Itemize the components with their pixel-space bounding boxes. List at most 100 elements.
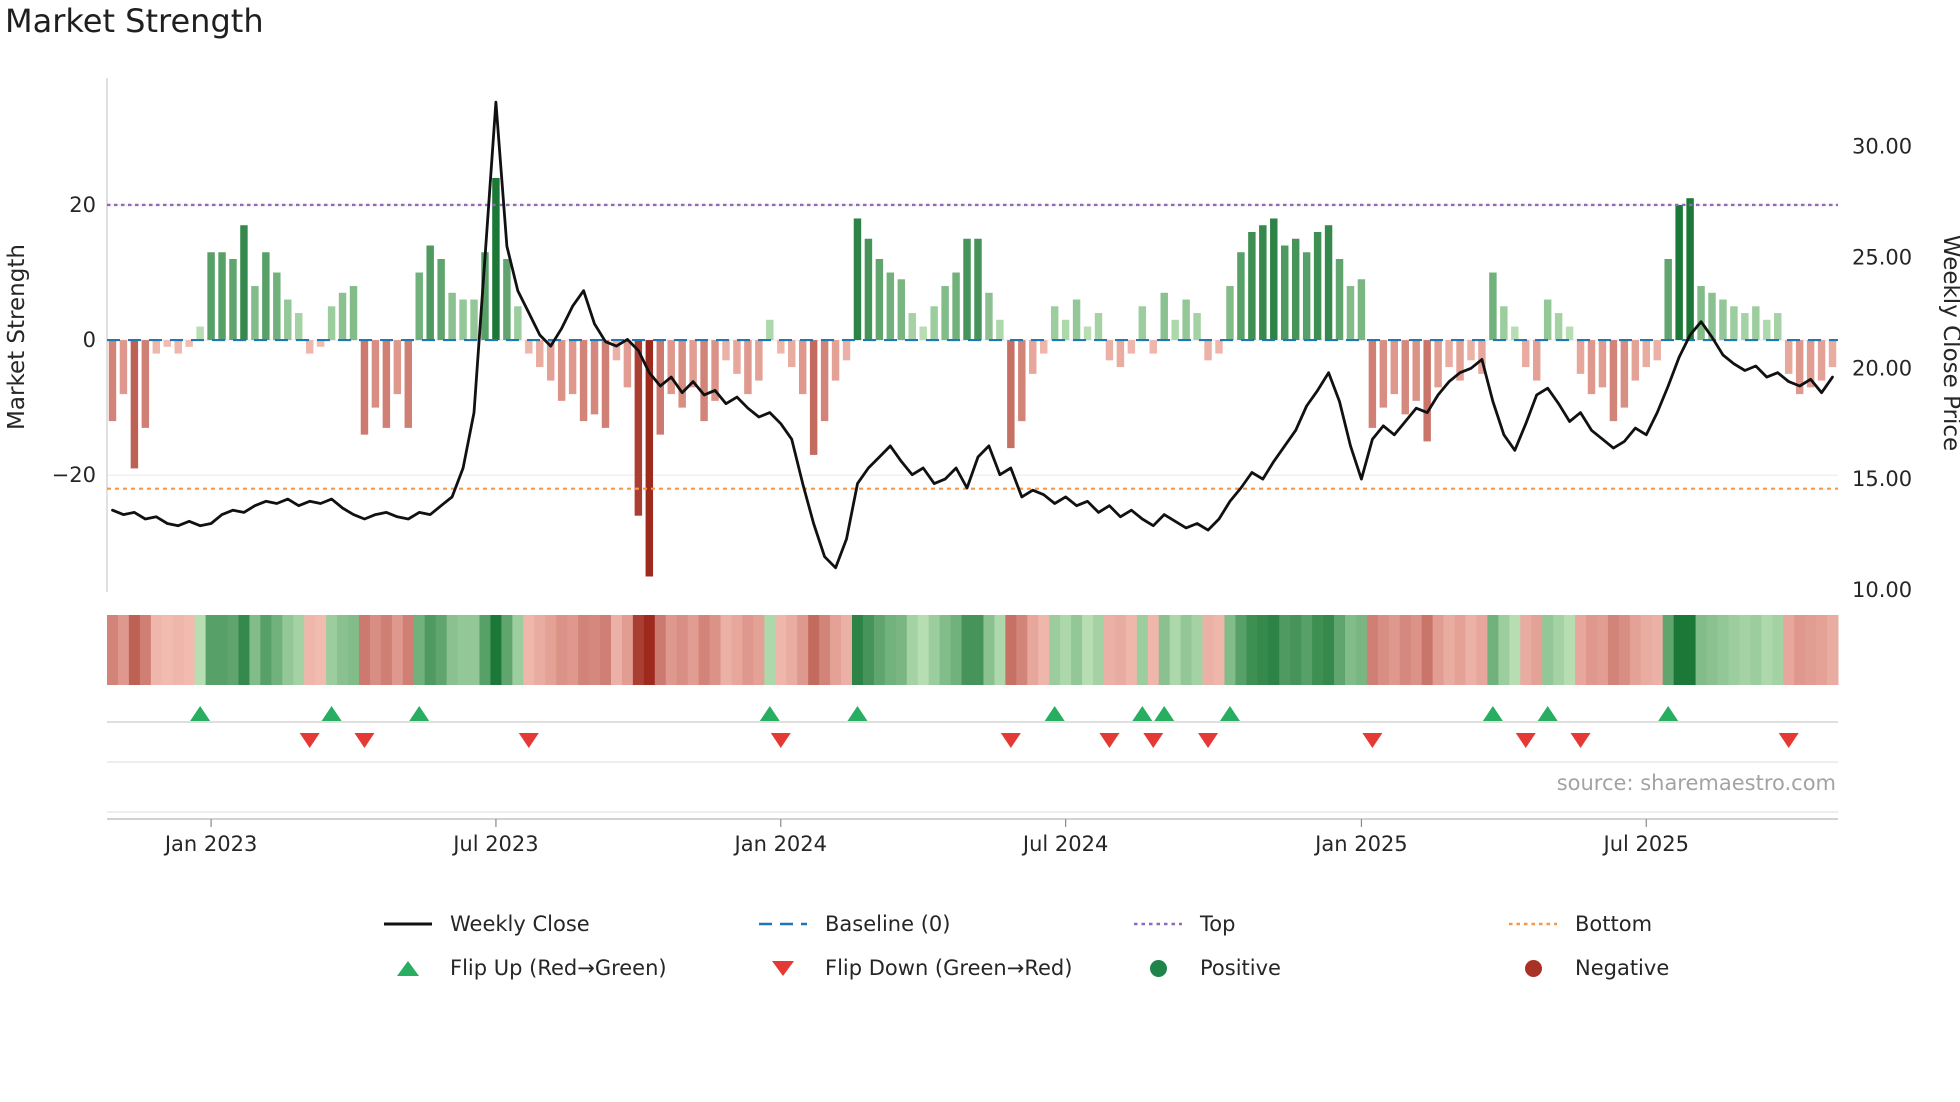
heatmap-cell [413,615,426,685]
heatmap-cell [1071,615,1083,685]
flip-down-marker [770,733,791,748]
heatmap-cell [1301,615,1313,685]
strength-bar [163,340,171,347]
strength-bar [908,313,916,341]
heatmap-cell [249,615,261,685]
strength-bar [1324,225,1333,341]
heatmap-cell [950,615,963,685]
heatmap-cell [1618,615,1631,685]
heatmap-cell [326,615,338,685]
strength-bar [1039,340,1048,354]
flip-down-marker [1143,733,1164,748]
strength-bar [1116,340,1125,368]
heatmap-cell [1279,615,1291,685]
flip-up-marker [1132,706,1153,721]
heatmap-cell [841,615,853,685]
flip-up-marker [1537,706,1558,721]
strength-bar [733,340,741,374]
baseline-dash-icon [759,922,807,926]
strength-bar [1686,198,1694,341]
strength-bar [294,313,303,341]
strength-bar [1664,259,1672,341]
heatmap-cell [1082,615,1094,685]
heatmap-cell [610,615,623,685]
strength-bar [831,340,840,381]
strength-bar [327,306,336,341]
strength-bar [141,340,150,428]
heatmap-cell [1662,615,1675,685]
heatmap-cell [884,615,897,685]
strength-bar [1029,340,1037,374]
heatmap-cell [1695,615,1708,685]
strength-bar [1335,259,1344,341]
heatmap-cell [282,615,294,685]
strength-bar [974,238,982,341]
strength-bar [1412,340,1420,401]
strength-bar [1522,340,1530,368]
strength-bar [1302,252,1311,341]
negative-dot-icon [1524,959,1542,977]
heatmap-cell [1816,615,1828,685]
strength-bar [678,340,686,408]
strength-bar [744,340,752,395]
heatmap-cell [1103,615,1116,685]
strength-bar [1127,340,1136,354]
heatmap-cell [1739,615,1751,685]
right-axis-title: Weekly Close Price [1938,235,1960,451]
heatmap-cell [1334,615,1346,685]
strength-bar [1291,238,1300,341]
strength-bar [284,299,292,341]
strength-bar [492,177,500,341]
strength-bar [612,340,621,361]
heatmap-cell [1399,615,1412,685]
heatmap-cell [1728,615,1740,685]
heatmap-cell [1366,615,1379,685]
heatmap-cell [665,615,678,685]
strength-bar [1379,340,1388,408]
heatmap-cell [1717,615,1729,685]
heatmap-cell [216,615,229,685]
strength-bar [503,259,511,341]
legend-item-flip-up: Flip Up (Red→Green) [230,956,667,980]
heatmap-cell [709,615,722,685]
heatmap-cell [1049,615,1061,685]
strength-bar [1511,326,1519,341]
strength-bar [1018,340,1026,422]
strength-bar [1313,231,1322,341]
flip-down-marker [518,733,539,748]
heatmap-cell [1542,615,1554,685]
strength-bar [240,225,248,341]
strength-bar [579,340,588,422]
strength-bar [382,340,391,428]
heatmap-cell [994,615,1006,685]
heatmap-cell [906,615,919,685]
strength-bar [1171,319,1179,341]
heatmap-cell [369,615,382,685]
strength-bar [1719,299,1727,341]
heatmap-cell [819,615,831,685]
strength-bar [875,259,884,341]
strength-bar [1784,340,1793,374]
heatmap-cell [304,615,316,685]
legend-label-bottom: Bottom [1575,912,1653,936]
x-tick-label: Jan 2025 [1313,832,1408,856]
strength-bar [1105,340,1114,361]
heatmap-cell [1476,615,1488,685]
strength-bar [766,319,774,341]
heatmap-cell [1772,615,1784,685]
strength-bar [897,279,906,341]
strength-bar [1061,319,1070,341]
strength-bar [1576,340,1585,374]
strength-bar [1653,340,1661,361]
strength-bar [1259,225,1267,341]
strength-bar [459,299,467,341]
strength-bar [1281,245,1289,341]
legend: Weekly Close Baseline (0) Top Bottom [0,912,1960,980]
strength-bar [1752,306,1760,341]
strength-bar [634,340,643,516]
heatmap-cell [1564,615,1576,685]
strength-bar [1357,279,1366,341]
heatmap-cell [917,615,930,685]
heatmap-cell [1421,615,1434,685]
heatmap-cell [578,615,590,685]
